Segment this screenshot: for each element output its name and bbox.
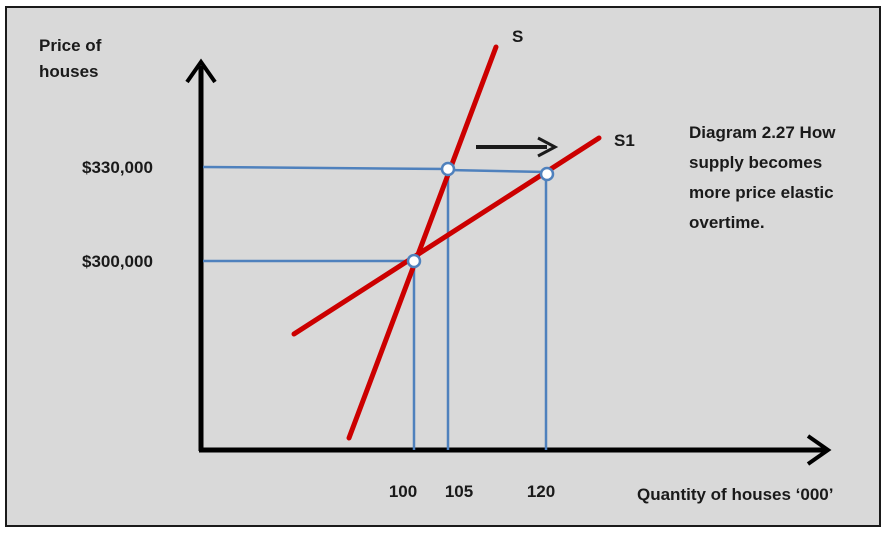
y-axis-label-line2: houses xyxy=(39,62,99,81)
guide-330k-to-120 xyxy=(447,168,548,450)
curve-label-s1: S1 xyxy=(614,131,635,150)
y-axis-arrowhead xyxy=(185,58,217,84)
supply-curve-s xyxy=(346,44,499,441)
price-label-300k: $300,000 xyxy=(82,252,153,271)
point-300k-100 xyxy=(406,253,422,269)
caption-line3: more price elastic xyxy=(689,183,834,202)
supply-diagram: Price of houses $330,000 $300,000 100 10… xyxy=(39,27,836,504)
point-330k-120 xyxy=(539,166,555,182)
curve-label-s: S xyxy=(512,27,523,46)
point-330k-105 xyxy=(440,161,456,177)
x-axis-label: Quantity of houses ‘000’ xyxy=(637,485,834,504)
quantity-label-100: 100 xyxy=(389,482,417,501)
y-axis-label-line1: Price of xyxy=(39,36,102,55)
diagram-frame: Price of houses $330,000 $300,000 100 10… xyxy=(5,6,881,527)
x-axis-arrowhead xyxy=(806,434,832,466)
shift-arrow-head xyxy=(537,136,559,158)
caption-line4: overtime. xyxy=(689,213,765,232)
guide-330k-to-105 xyxy=(202,165,450,450)
price-label-330k: $330,000 xyxy=(82,158,153,177)
quantity-label-120: 120 xyxy=(527,482,555,501)
caption-line1: Diagram 2.27 How xyxy=(689,123,836,142)
quantity-label-105: 105 xyxy=(445,482,473,501)
caption-line2: supply becomes xyxy=(689,153,822,172)
